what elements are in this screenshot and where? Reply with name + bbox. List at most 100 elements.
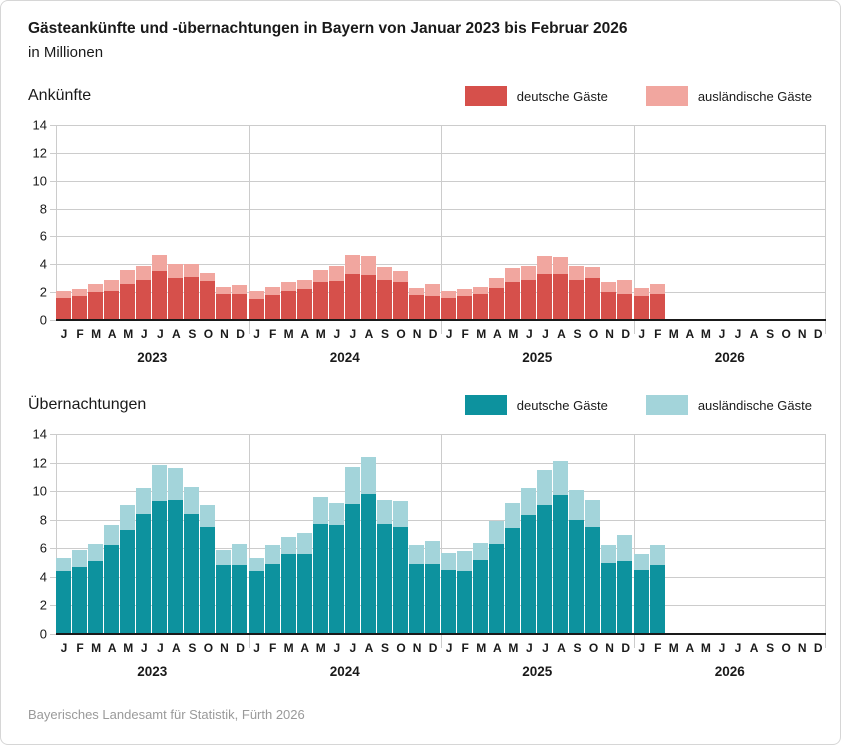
month-label: J xyxy=(445,641,453,655)
bar-foreign xyxy=(328,502,344,526)
y-tick xyxy=(50,491,56,493)
month-label: N xyxy=(797,641,807,655)
bar-domestic xyxy=(136,279,152,320)
nights-chart: Übernachtungen deutsche Gäste ausländisc… xyxy=(28,392,826,679)
bar-domestic xyxy=(360,494,376,634)
month-label: O xyxy=(396,327,406,341)
bar-domestic xyxy=(649,293,665,320)
y-tick-label: 8 xyxy=(39,512,47,528)
bar-domestic xyxy=(649,565,665,634)
month-label: A xyxy=(300,327,310,341)
arrivals-legend: deutsche Gäste ausländische Gäste xyxy=(464,86,812,106)
month-label: D xyxy=(621,641,630,655)
y-tick xyxy=(50,152,56,154)
x-axis-line xyxy=(56,319,826,321)
nights-legend: deutsche Gäste ausländische Gäste xyxy=(464,395,812,415)
bar-foreign xyxy=(296,279,312,290)
bar-foreign xyxy=(521,265,537,280)
month-label: S xyxy=(573,327,582,341)
nights-year-axis: 2023 2024 2025 2026 xyxy=(56,664,826,679)
year-label: 2025 xyxy=(522,350,553,365)
bar-foreign xyxy=(505,502,521,529)
arrivals-chart-title: Ankünfte xyxy=(28,87,92,104)
bar-domestic xyxy=(200,281,216,320)
bar-domestic xyxy=(216,565,232,634)
year-separator xyxy=(248,434,250,648)
y-tick-label: 8 xyxy=(39,201,47,217)
bar-foreign xyxy=(553,257,569,275)
bar-foreign xyxy=(633,554,649,570)
plot-border xyxy=(56,125,57,320)
month-label: M xyxy=(91,327,102,341)
bar-domestic xyxy=(408,294,424,320)
bar-foreign xyxy=(441,552,457,570)
month-label: J xyxy=(253,641,260,655)
month-label: S xyxy=(188,327,197,341)
y-tick xyxy=(50,125,56,126)
y-tick-label: 4 xyxy=(39,569,47,585)
month-label: O xyxy=(203,327,214,341)
bar-foreign xyxy=(104,279,120,291)
bar-domestic xyxy=(537,274,553,320)
bar-domestic xyxy=(296,554,312,634)
bar-domestic xyxy=(56,297,72,320)
bar-foreign xyxy=(392,501,408,527)
gridline xyxy=(56,434,826,435)
arrivals-plot-wrap: 0 2 4 6 8 10 12 14 xyxy=(33,119,826,334)
bar-foreign xyxy=(232,285,248,294)
month-label: J xyxy=(156,327,164,341)
month-label: A xyxy=(492,327,502,341)
y-tick xyxy=(50,264,56,266)
month-label: J xyxy=(542,327,549,341)
month-label: J xyxy=(140,641,148,655)
month-label: N xyxy=(605,327,614,341)
gridline xyxy=(56,548,826,550)
bar-foreign xyxy=(441,290,457,298)
bar-foreign xyxy=(72,549,88,567)
month-label: A xyxy=(749,327,759,341)
bar-domestic xyxy=(216,293,232,320)
source-note: Bayerisches Landesamt für Statistik, Für… xyxy=(28,707,305,722)
month-label: M xyxy=(283,641,294,655)
bar-foreign xyxy=(633,287,649,297)
month-label: A xyxy=(107,641,117,655)
bar-foreign xyxy=(264,286,280,295)
bar-foreign xyxy=(248,290,264,300)
bar-domestic xyxy=(120,283,136,320)
month-label: J xyxy=(349,327,357,341)
legend-swatch-foreign xyxy=(645,395,688,415)
month-label: S xyxy=(380,327,389,341)
month-label: M xyxy=(668,327,679,341)
bar-foreign xyxy=(168,468,184,500)
bar-domestic xyxy=(441,569,457,634)
bar-domestic xyxy=(585,526,601,634)
bar-domestic xyxy=(88,292,104,320)
bar-foreign xyxy=(376,267,392,280)
bar-domestic xyxy=(569,519,585,634)
bar-foreign xyxy=(312,496,328,524)
plot-border xyxy=(56,434,57,634)
bar-domestic xyxy=(376,524,392,634)
month-label: M xyxy=(315,327,326,341)
bar-foreign xyxy=(56,290,72,298)
bar-domestic xyxy=(136,514,152,634)
gridline xyxy=(56,264,826,266)
bar-domestic xyxy=(248,571,264,634)
month-label: N xyxy=(412,327,422,341)
month-label: S xyxy=(573,641,582,655)
month-label: A xyxy=(107,327,117,341)
bar-foreign xyxy=(601,545,617,563)
month-label: M xyxy=(700,641,711,655)
month-label: N xyxy=(797,327,807,341)
bar-foreign xyxy=(649,283,665,294)
y-tick xyxy=(50,320,56,321)
bar-domestic xyxy=(617,561,633,634)
bar-foreign xyxy=(312,269,328,283)
month-label: M xyxy=(123,641,134,655)
y-tick-label: 12 xyxy=(32,455,47,471)
nights-chart-title: Übernachtungen xyxy=(28,396,147,413)
nights-chart-header: Übernachtungen deutsche Gäste ausländisc… xyxy=(28,392,826,418)
month-label: M xyxy=(123,327,134,341)
bar-foreign xyxy=(216,549,232,566)
